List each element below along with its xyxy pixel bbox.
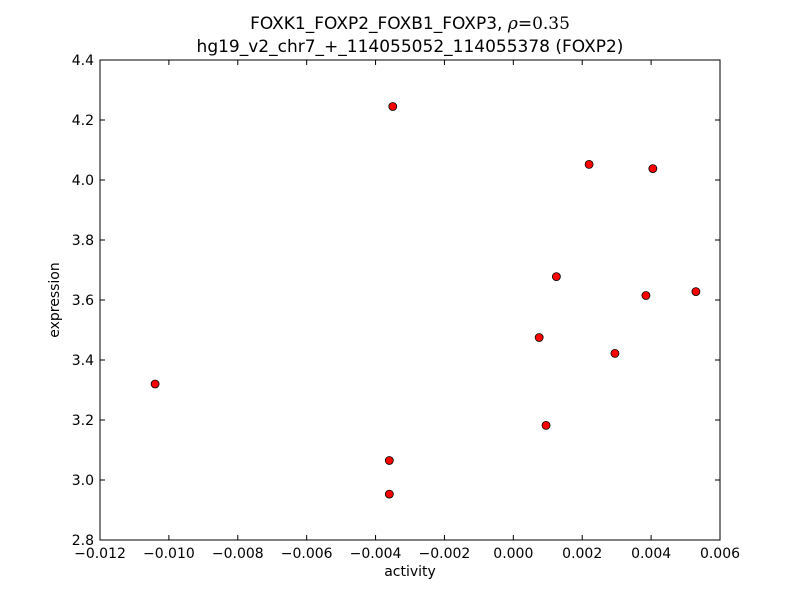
data-point [384,489,394,499]
x-tick-label: −0.002 [419,546,471,562]
chart-title-text: FOXK1_FOXP2_FOXB1_FOXP3, [250,14,508,34]
x-tick-label: 0.004 [631,546,671,562]
data-point [150,379,160,389]
data-point [648,164,658,174]
x-tick-label: −0.006 [281,546,333,562]
chart-title-rho-value: 0.35 [532,14,570,34]
y-tick-label: 3.2 [72,413,94,429]
plot-frame [99,59,721,541]
y-tick-label: 3.8 [72,233,94,249]
data-points [150,102,701,499]
plot-area [100,60,720,540]
y-tick-label: 4.2 [72,113,94,129]
x-tick-label: 0.002 [562,546,602,562]
y-tick-label: 3.0 [72,473,94,489]
axis-tick-labels: −0.012 −0.010 −0.008 −0.006 −0.004 −0.002 0.00… [72,53,740,562]
x-tick-label: −0.012 [74,546,126,562]
x-tick-label: −0.004 [350,546,402,562]
y-axis-label: expression [47,262,63,338]
x-axis-label: activity [384,564,436,580]
data-point [691,287,701,297]
y-tick-label: 4.0 [72,173,94,189]
y-tick-label: 3.4 [72,353,94,369]
x-tick-label: −0.008 [212,546,264,562]
x-tick-label: 0.000 [493,546,533,562]
data-point [584,159,594,169]
data-point [388,102,398,111]
data-point [534,333,544,342]
data-point [641,291,651,300]
chart-title: FOXK1_FOXP2_FOXB1_FOXP3, ρ=0.35 [250,14,570,34]
y-tick-label: 3.6 [72,293,94,309]
data-point [610,348,620,358]
data-point [541,420,551,430]
y-tick-label: 4.4 [72,53,94,69]
data-point [551,272,561,282]
x-tick-label: 0.006 [700,546,740,562]
chart-subtitle: hg19_v2_chr7_+_114055052_114055378 (FOXP… [197,37,624,57]
x-tick-label: −0.010 [143,546,195,562]
data-point [384,456,394,465]
y-tick-label: 2.8 [72,533,94,549]
chart-title-relation: = [518,14,532,34]
chart-title-rho-symbol: ρ [507,14,518,34]
